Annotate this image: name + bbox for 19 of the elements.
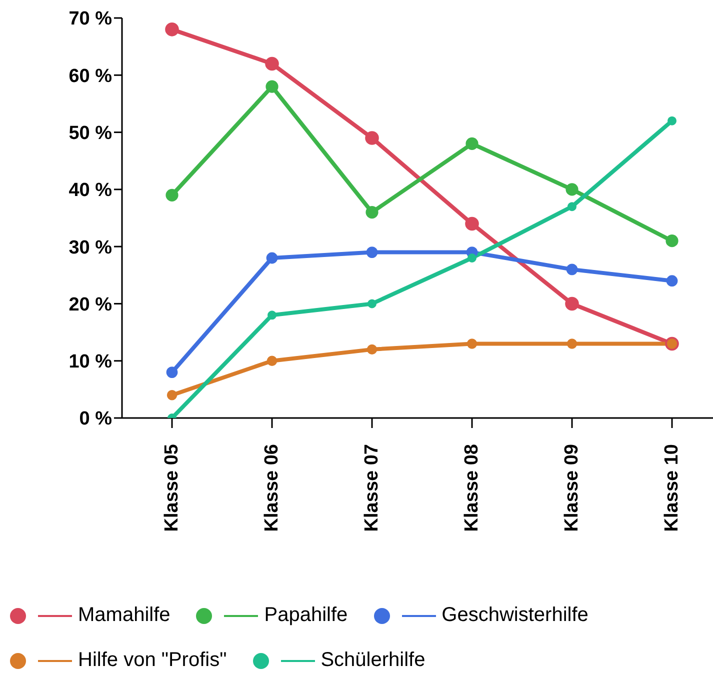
y-tick-label: 40 % bbox=[68, 180, 112, 202]
legend-label: Mamahilfe bbox=[78, 604, 170, 627]
x-tick-label: Klasse 05 bbox=[162, 444, 182, 532]
y-tick-label: 20 % bbox=[68, 294, 112, 316]
legend-label: Papahilfe bbox=[264, 604, 348, 627]
y-tick-label: 30 % bbox=[68, 237, 112, 258]
x-tick-label: Klasse 08 bbox=[462, 444, 482, 532]
legend-label: Hilfe von "Profis" bbox=[78, 649, 227, 672]
y-tick-label: 70 % bbox=[68, 8, 112, 30]
x-tick-label: Klasse 06 bbox=[262, 444, 282, 532]
x-tick-label: Klasse 07 bbox=[362, 444, 382, 532]
legend-label: Schülerhilfe bbox=[320, 649, 426, 672]
legend-label: Geschwisterhilfe bbox=[442, 604, 588, 627]
y-tick-label: 10 % bbox=[68, 352, 112, 373]
y-tick-label: 50 % bbox=[68, 123, 112, 144]
y-tick-label: 0 % bbox=[79, 408, 112, 430]
x-tick-label: Klasse 10 bbox=[662, 444, 682, 532]
y-tick-label: 60 % bbox=[68, 66, 112, 87]
x-tick-label: Klasse 09 bbox=[562, 444, 582, 532]
